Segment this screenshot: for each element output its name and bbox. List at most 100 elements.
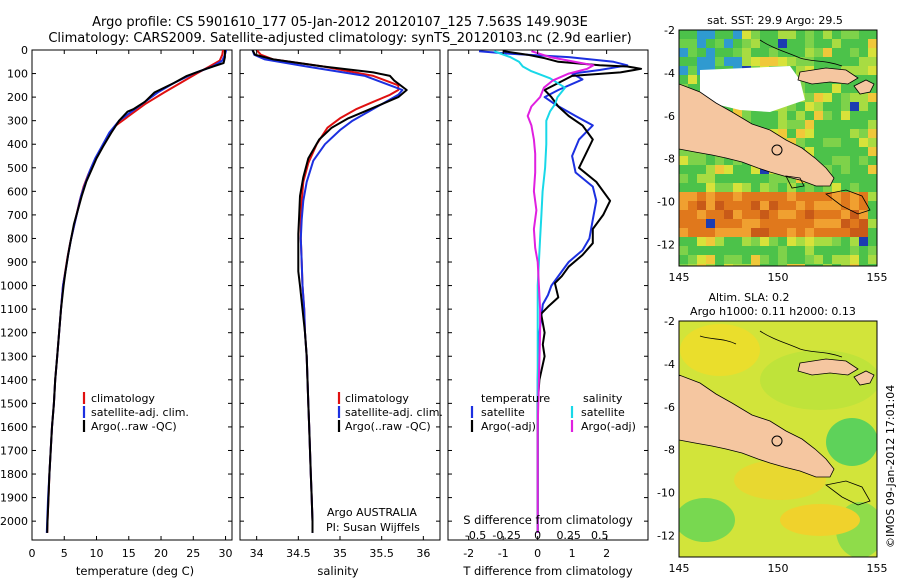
temperature-xlabel: temperature (deg C) [76, 564, 194, 578]
sst-grid-cell [697, 228, 706, 237]
sst-grid-cell [859, 192, 868, 201]
sst-grid-cell [742, 57, 751, 66]
sst-grid-cell [715, 219, 724, 228]
sst-grid-cell [760, 219, 769, 228]
depth-tick-label: 1000 [0, 280, 28, 293]
sst-grid-cell [850, 102, 859, 111]
sst-grid-cell [787, 120, 796, 129]
sst-grid-cell [787, 255, 796, 264]
sst-grid-cell [706, 192, 715, 201]
sst-grid-cell [706, 246, 715, 255]
sst-grid-cell [697, 246, 706, 255]
difference-x-tick-label: 2 [603, 547, 610, 560]
sst-grid-cell [832, 120, 841, 129]
sst-grid-cell [814, 228, 823, 237]
sst-grid-cell [724, 174, 733, 183]
sst-grid-cell [850, 210, 859, 219]
sst-grid-cell [868, 246, 877, 255]
sst-grid-cell [868, 30, 877, 39]
difference-plot-frame [447, 49, 649, 541]
sst-grid-cell [814, 111, 823, 120]
legend-label-argo: Argo(..raw -QC) [345, 420, 431, 433]
sst-grid-cell [688, 210, 697, 219]
sst-grid-cell [724, 165, 733, 174]
sst-grid-cell [787, 210, 796, 219]
sst-grid-cell [715, 57, 724, 66]
sst-grid-cell [841, 138, 850, 147]
depth-tick-label: 1900 [0, 492, 28, 505]
map-y-tick-label: -12 [657, 239, 675, 252]
sst-grid-cell [760, 228, 769, 237]
sst-grid-cell [751, 39, 760, 48]
sst-grid-cell [868, 138, 877, 147]
sst-grid-cell [823, 93, 832, 102]
sst-grid-cell [823, 192, 832, 201]
sst-grid-cell [814, 102, 823, 111]
sst-grid-cell [715, 183, 724, 192]
sst-grid-cell [859, 183, 868, 192]
sst-grid-cell [760, 237, 769, 246]
sst-grid-cell [715, 264, 724, 266]
sst-grid-cell [742, 111, 751, 120]
sst-grid-cell [688, 264, 697, 266]
sst-grid-cell [778, 264, 787, 266]
map-x-tick-label: 155 [867, 271, 888, 284]
sst-grid-cell [832, 201, 841, 210]
sst-grid-cell [778, 192, 787, 201]
sst-grid-cell [868, 255, 877, 264]
sst-grid-cell [805, 255, 814, 264]
island-outline [825, 189, 871, 215]
sst-grid-cell [859, 174, 868, 183]
sst-grid-cell [760, 201, 769, 210]
sst-grid-cell [760, 57, 769, 66]
sst-grid-cell [733, 48, 742, 57]
sst-grid-cell [715, 228, 724, 237]
difference-series-salinity-satellite [493, 50, 566, 533]
sst-grid-cell [859, 75, 868, 84]
sst-grid-cell [733, 192, 742, 201]
sst-grid-cell [742, 192, 751, 201]
sst-grid-cell [733, 246, 742, 255]
depth-tick-label: 400 [7, 138, 28, 151]
sst-grid-cell [760, 246, 769, 255]
salinity-x-tick-label: 35.5 [369, 547, 394, 560]
depth-tick-label: 1500 [0, 397, 28, 410]
salinity-xlabel: salinity [317, 564, 358, 578]
sst-grid-cell [751, 228, 760, 237]
sst-grid-cell [850, 129, 859, 138]
sst-grid-cell [688, 57, 697, 66]
sst-grid-cell [787, 201, 796, 210]
sla-map-title-line1: Altim. SLA: 0.2 [708, 291, 789, 304]
sst-grid-cell [742, 246, 751, 255]
salinity-x-tick-label: 36 [416, 547, 430, 560]
sst-grid-cell [841, 84, 850, 93]
pi-name-label: PI: Susan Wijffels [326, 521, 420, 534]
map-x-tick-label: 145 [669, 271, 690, 284]
sst-grid-cell [787, 246, 796, 255]
sst-grid-cell [769, 57, 778, 66]
map-axis-labels: 145 150 155 -2 -4 -6 -8 -10 -12 145 150 155 -2 -4 -6 -8… [657, 24, 887, 575]
sst-grid-cell [769, 246, 778, 255]
sst-grid-cell [814, 183, 823, 192]
sst-grid-cell [679, 147, 688, 156]
sst-grid-cell [751, 165, 760, 174]
sst-grid-cell [832, 111, 841, 120]
sst-grid-cell [742, 237, 751, 246]
sst-grid-cell [706, 156, 715, 165]
sst-grid-cell [697, 219, 706, 228]
legend-label-temp-satellite: satellite [481, 406, 525, 419]
sst-grid-cell [796, 219, 805, 228]
sst-grid-cell [859, 237, 868, 246]
sst-grid-cell [805, 183, 814, 192]
sst-grid-cell [805, 147, 814, 156]
sst-grid-cell [697, 30, 706, 39]
sst-grid-cell [805, 48, 814, 57]
sst-grid-cell [688, 246, 697, 255]
salinity-difference-tick-label: -0.25 [492, 529, 520, 542]
sst-grid-cell [724, 57, 733, 66]
sst-grid-cell [778, 48, 787, 57]
no-data-area [700, 66, 805, 112]
sst-grid-cell [832, 156, 841, 165]
sst-grid-cell [796, 30, 805, 39]
sst-grid-cell [769, 228, 778, 237]
